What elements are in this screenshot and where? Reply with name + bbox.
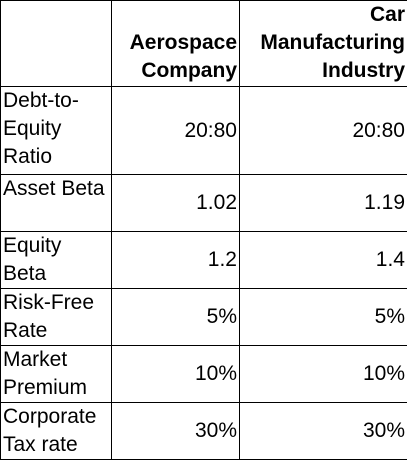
row-label: Market Premium <box>0 345 112 403</box>
corner-cell <box>0 0 112 87</box>
header-row: Aerospace Company Car Manufacturing Indu… <box>0 0 407 87</box>
cell-car-manufacturing: 10% <box>239 345 407 403</box>
cell-aerospace: 5% <box>111 288 240 346</box>
cell-car-manufacturing: 5% <box>239 288 407 346</box>
cell-aerospace: 20:80 <box>111 86 240 175</box>
comparison-table: Aerospace Company Car Manufacturing Indu… <box>0 0 407 460</box>
column-header-line: Company <box>141 59 237 82</box>
cell-car-manufacturing: 30% <box>239 402 407 460</box>
column-header-line: Manufacturing <box>260 31 405 54</box>
table-row: Risk-Free Rate 5% 5% <box>0 288 407 346</box>
table-row: Equity Beta 1.2 1.4 <box>0 231 407 289</box>
row-label: Debt-to-Equity Ratio <box>0 86 112 175</box>
row-label: Risk-Free Rate <box>0 288 112 346</box>
column-header-car-manufacturing: Car Manufacturing Industry <box>239 0 407 87</box>
cell-car-manufacturing: 20:80 <box>239 86 407 175</box>
column-header-line: Industry <box>322 59 405 82</box>
column-header-line: Car <box>369 3 405 26</box>
row-label: Corporate Tax rate <box>0 402 112 460</box>
table-row: Asset Beta 1.02 1.19 <box>0 174 407 232</box>
cell-aerospace: 10% <box>111 345 240 403</box>
column-header-line: Aerospace <box>129 31 237 54</box>
cell-aerospace: 1.2 <box>111 231 240 289</box>
cell-car-manufacturing: 1.19 <box>239 174 407 232</box>
table-row: Debt-to-Equity Ratio 20:80 20:80 <box>0 86 407 175</box>
cell-aerospace: 30% <box>111 402 240 460</box>
table-row: Market Premium 10% 10% <box>0 345 407 403</box>
row-label: Equity Beta <box>0 231 112 289</box>
row-label: Asset Beta <box>0 174 112 232</box>
cell-aerospace: 1.02 <box>111 174 240 232</box>
column-header-aerospace: Aerospace Company <box>111 0 240 87</box>
table-row: Corporate Tax rate 30% 30% <box>0 402 407 460</box>
cell-car-manufacturing: 1.4 <box>239 231 407 289</box>
